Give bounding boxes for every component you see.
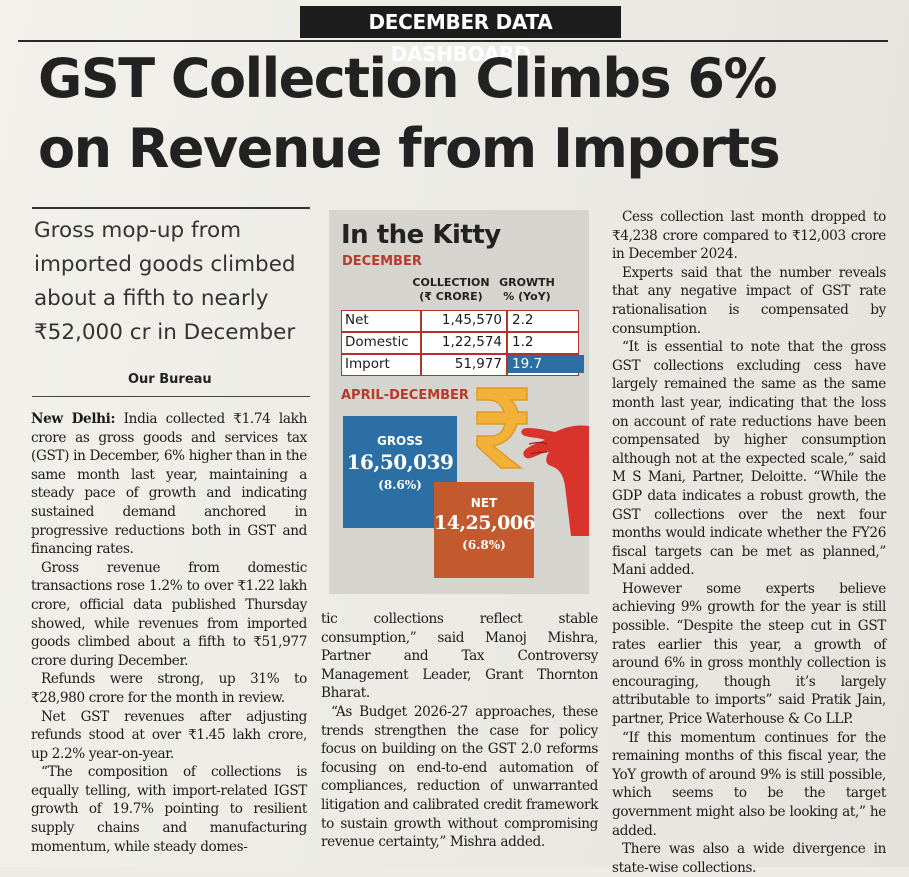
paragraph: Cess collection last month dropped to ₹4… [612,209,886,263]
row-label: Net [345,312,369,328]
row-collection: 1,45,570 [441,312,502,328]
paragraph: Refunds were strong, up 31% to ₹28,980 c… [31,671,307,706]
table-row: Net 1,45,570 2.2 [341,310,579,332]
row-growth: 2.2 [512,312,534,328]
row-collection: 51,977 [454,356,502,372]
headline-line-2: on Revenue from Imports [38,117,781,180]
paragraph: New Delhi: India collected ₹1.74 lakh cr… [31,410,307,559]
cell-divider [506,355,508,375]
paragraph: “As Budget 2026-27 approaches, these tre… [321,703,598,851]
cell-divider [420,355,422,375]
hand-icon [521,425,589,536]
net-label: NET [470,496,498,510]
row-label: Domestic [345,334,409,350]
cell-divider [506,311,508,331]
gross-value: 16,50,039 [346,450,454,474]
deck-line: about a fifth to nearly [34,286,269,311]
article-column-3: Cess collection last month dropped to ₹4… [612,208,886,877]
table-row: Domestic 1,22,574 1.2 [341,332,579,354]
paragraph: tic collections reflect stable consumpti… [321,611,598,702]
row-growth: 1.2 [512,334,534,350]
row-label: Import [345,356,390,372]
cell-divider [506,333,508,353]
net-value: 14,25,006 [434,512,536,534]
section-kicker: DECEMBER DATA DASHBOARD [300,6,621,66]
in-the-kitty-infographic: In the Kitty DECEMBER COLLECTION (₹ CROR… [329,210,589,594]
table-row: Import 51,977 19.7 [341,354,584,376]
april-december-label: APRIL-DECEMBER [341,388,469,403]
net-growth: (6.8%) [462,538,506,552]
byline-rule [32,396,310,397]
gross-label: GROSS [376,434,424,448]
deck-line: ₹52,000 cr in December [34,320,296,345]
headline-line-1: GST Collection Climbs 6% [38,47,778,110]
deck: Gross mop-up from imported goods climbed… [34,214,324,350]
deck-line: Gross mop-up from [34,218,242,243]
paragraph: Gross revenue from domestic transactions… [31,559,307,669]
cell-divider [420,311,422,331]
growth-column-header: GROWTH % (YoY) [499,276,555,303]
december-label: DECEMBER [342,254,422,269]
rupee-icon [476,387,528,469]
row-growth: 19.7 [508,355,584,373]
article-column-1: New Delhi: India collected ₹1.74 lakh cr… [31,410,307,856]
headline: GST Collection Climbs 6% on Revenue from… [38,44,898,184]
paragraph: “If this momentum continues for the rema… [612,729,886,839]
collection-column-header: COLLECTION (₹ CRORE) [412,276,490,303]
deck-line: imported goods climbed [34,252,296,277]
row-collection: 1,22,574 [441,334,502,350]
paragraph: “It is essential to note that the gross … [612,339,886,579]
paragraph: “The composition of collections is equal… [31,764,307,855]
paragraph: Net GST revenues after adjusting refunds… [31,708,307,762]
byline: Our Bureau [128,372,212,387]
paragraph: There was also a wide divergence in stat… [612,841,886,876]
article-column-2: tic collections reflect stable consumpti… [321,610,598,852]
paragraph: Experts said that the number reveals tha… [612,264,886,337]
top-rule [18,40,888,42]
deck-rule [32,207,310,209]
infographic-title: In the Kitty [341,220,501,250]
net-box: NET 14,25,006 (6.8%) [434,482,536,578]
gross-growth: (8.6%) [378,478,422,492]
paragraph-text: India collected ₹1.74 lakh crore as gros… [31,411,307,558]
cell-divider [420,333,422,353]
paragraph: However some experts believe achieving 9… [612,580,886,728]
dateline: New Delhi: [31,411,116,427]
